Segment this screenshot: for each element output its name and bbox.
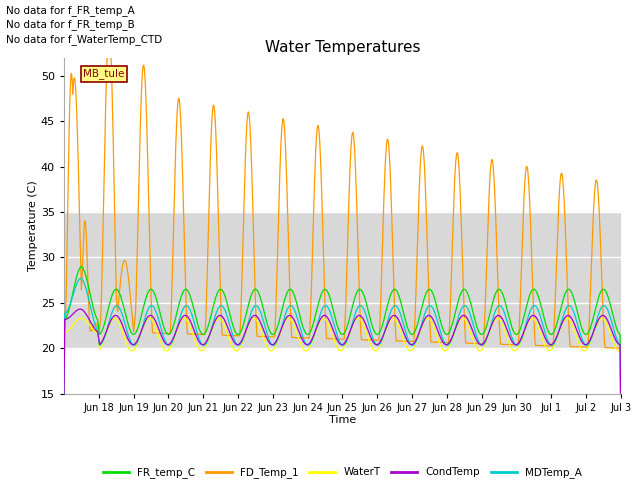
Title: Water Temperatures: Water Temperatures (265, 40, 420, 55)
Text: No data for f_FR_temp_B: No data for f_FR_temp_B (6, 19, 135, 30)
Legend: FR_temp_C, FD_Temp_1, WaterT, CondTemp, MDTemp_A: FR_temp_C, FD_Temp_1, WaterT, CondTemp, … (99, 463, 586, 480)
X-axis label: Time: Time (329, 415, 356, 425)
Text: No data for f_FR_temp_A: No data for f_FR_temp_A (6, 5, 135, 16)
Text: No data for f_WaterTemp_CTD: No data for f_WaterTemp_CTD (6, 34, 163, 45)
Y-axis label: Temperature (C): Temperature (C) (28, 180, 38, 271)
Text: MB_tule: MB_tule (83, 69, 125, 79)
Bar (64, 212, 621, 348)
